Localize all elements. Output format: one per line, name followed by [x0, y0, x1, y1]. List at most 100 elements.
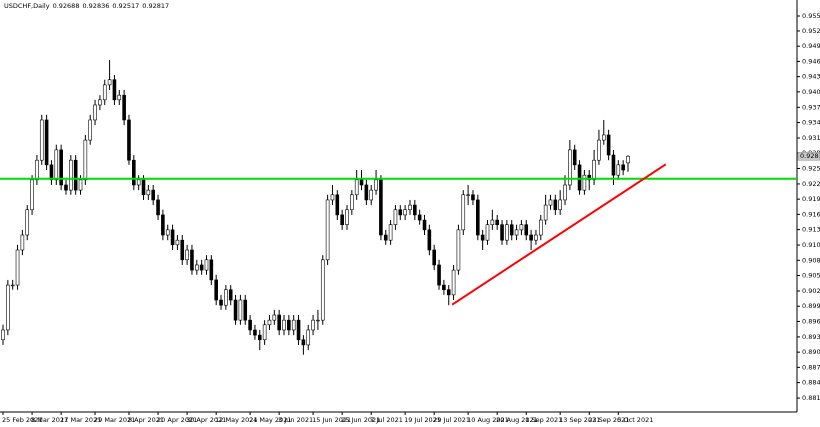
candle-body	[248, 319, 252, 331]
candle-body	[480, 234, 485, 241]
candle-body	[403, 209, 407, 216]
candle-body	[170, 229, 175, 246]
candle-body	[233, 299, 238, 321]
candle-body	[306, 329, 311, 346]
candle-body	[437, 264, 441, 286]
candle-body	[563, 184, 567, 201]
candle-body	[204, 259, 209, 271]
candle-body	[432, 249, 437, 266]
y-tick-label: 0.93765	[802, 103, 820, 111]
candle-body	[219, 299, 223, 306]
candle-body	[277, 314, 281, 331]
candle-body	[122, 94, 126, 121]
candle-body	[529, 234, 533, 241]
candle-body	[442, 284, 446, 291]
x-tick-label: 3 Jun 2021	[278, 416, 313, 424]
candle-body	[25, 209, 30, 236]
candle-body	[161, 214, 165, 236]
y-tick-label: 0.94950	[802, 42, 820, 50]
candle-body	[451, 269, 456, 296]
x-tick-label: 20 Apr 2021	[157, 416, 197, 424]
candle-body	[64, 184, 68, 191]
candle-body	[228, 289, 233, 301]
y-tick-label: 0.88725	[802, 363, 820, 371]
candle-body	[572, 149, 577, 166]
candle-body	[476, 199, 480, 236]
x-tick-label: 29 Jul 2021	[433, 416, 470, 424]
candle-body	[422, 219, 427, 231]
price-box-label: 0.92817	[800, 152, 820, 160]
candle-body	[6, 284, 10, 331]
x-tick-label: 13 Sep 2021	[559, 416, 600, 424]
y-tick-label: 0.90800	[802, 256, 820, 264]
candle-body	[78, 179, 83, 191]
candle-body	[490, 219, 495, 226]
candle-body	[374, 179, 378, 191]
y-tick-label: 0.94655	[802, 57, 820, 65]
candle-body	[132, 159, 136, 186]
candle-body	[345, 209, 349, 226]
y-tick-label: 0.94065	[802, 88, 820, 96]
candle-body	[49, 164, 54, 181]
candle-body	[190, 249, 194, 271]
candle-body	[616, 164, 621, 176]
x-tick-label: 7 Jul 2021	[370, 416, 403, 424]
candle-body	[35, 159, 39, 181]
candle-body	[393, 209, 398, 226]
y-tick-label: 0.90505	[802, 272, 820, 280]
candle-body	[524, 224, 529, 236]
candle-body	[267, 319, 272, 326]
candle-body	[311, 319, 315, 331]
candle-body	[466, 194, 470, 196]
y-tick-label: 0.95535	[802, 12, 820, 20]
candle-body	[568, 149, 572, 186]
y-tick-label: 0.92280	[802, 180, 820, 188]
candle-body	[592, 159, 596, 181]
candle-body	[112, 79, 117, 101]
x-tick-label: 5 Oct 2021	[617, 416, 653, 424]
candle-body	[180, 239, 185, 261]
candle-body	[519, 224, 524, 231]
candle-body	[364, 184, 369, 201]
candle-body	[398, 209, 403, 216]
candle-body	[253, 329, 257, 336]
x-tick-label: 19 Jul 2021	[404, 416, 441, 424]
y-tick-label: 0.95245	[802, 27, 820, 35]
candle-body	[301, 339, 306, 346]
candle-body	[446, 289, 451, 296]
candle-body	[282, 319, 286, 331]
candle-body	[243, 299, 248, 321]
y-tick-label: 0.92580	[802, 164, 820, 172]
candle-body	[15, 249, 20, 286]
candle-body	[127, 119, 131, 161]
candle-body	[262, 324, 267, 341]
candle-body	[209, 259, 214, 281]
y-tick-label: 0.93170	[802, 134, 820, 142]
y-tick-label: 0.91985	[802, 195, 820, 203]
y-tick-label: 0.90205	[802, 287, 820, 295]
candle-body	[320, 259, 325, 321]
candle-body	[316, 319, 320, 322]
y-tick-label: 0.94360	[802, 73, 820, 81]
candle-body	[199, 264, 204, 271]
x-tick-label: 17 Mar 2021	[60, 416, 101, 424]
candle-body	[485, 224, 490, 241]
candle-body	[83, 139, 88, 181]
ohlc-value: 0.92836	[82, 2, 109, 10]
candle-body	[73, 159, 78, 191]
y-tick-label: 0.91395	[802, 226, 820, 234]
candle-body	[335, 194, 340, 216]
y-tick-label: 0.91690	[802, 210, 820, 218]
candle-body	[543, 204, 548, 221]
candle-body	[117, 94, 122, 101]
candle-body	[39, 119, 44, 161]
candle-body	[553, 199, 558, 211]
candle-body	[44, 119, 49, 166]
candle-body	[20, 234, 25, 251]
candle-body	[136, 179, 141, 186]
candle-body	[69, 159, 73, 191]
candle-body	[151, 189, 155, 201]
x-tick-label: 20 Aug 2021	[496, 416, 538, 424]
candle-body	[388, 224, 393, 241]
